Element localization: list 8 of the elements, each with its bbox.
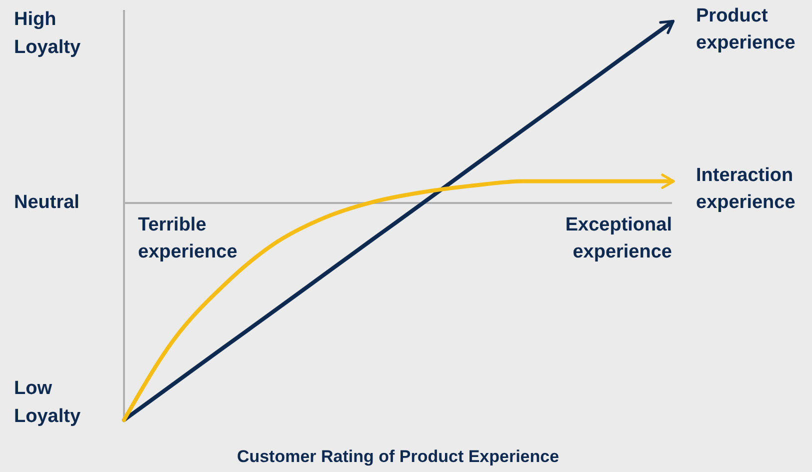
series-label: Product experience bbox=[696, 6, 796, 54]
text: Neutral bbox=[14, 192, 80, 214]
text: High Loyalty bbox=[14, 9, 81, 58]
annotation: Exceptional experience bbox=[565, 214, 672, 263]
x-axis-title: Customer Rating of Product Experience bbox=[236, 447, 560, 466]
text: Low Loyalty bbox=[14, 378, 81, 428]
annotation: Terrible experience bbox=[138, 214, 238, 263]
series-label: Interaction experience bbox=[696, 164, 796, 213]
